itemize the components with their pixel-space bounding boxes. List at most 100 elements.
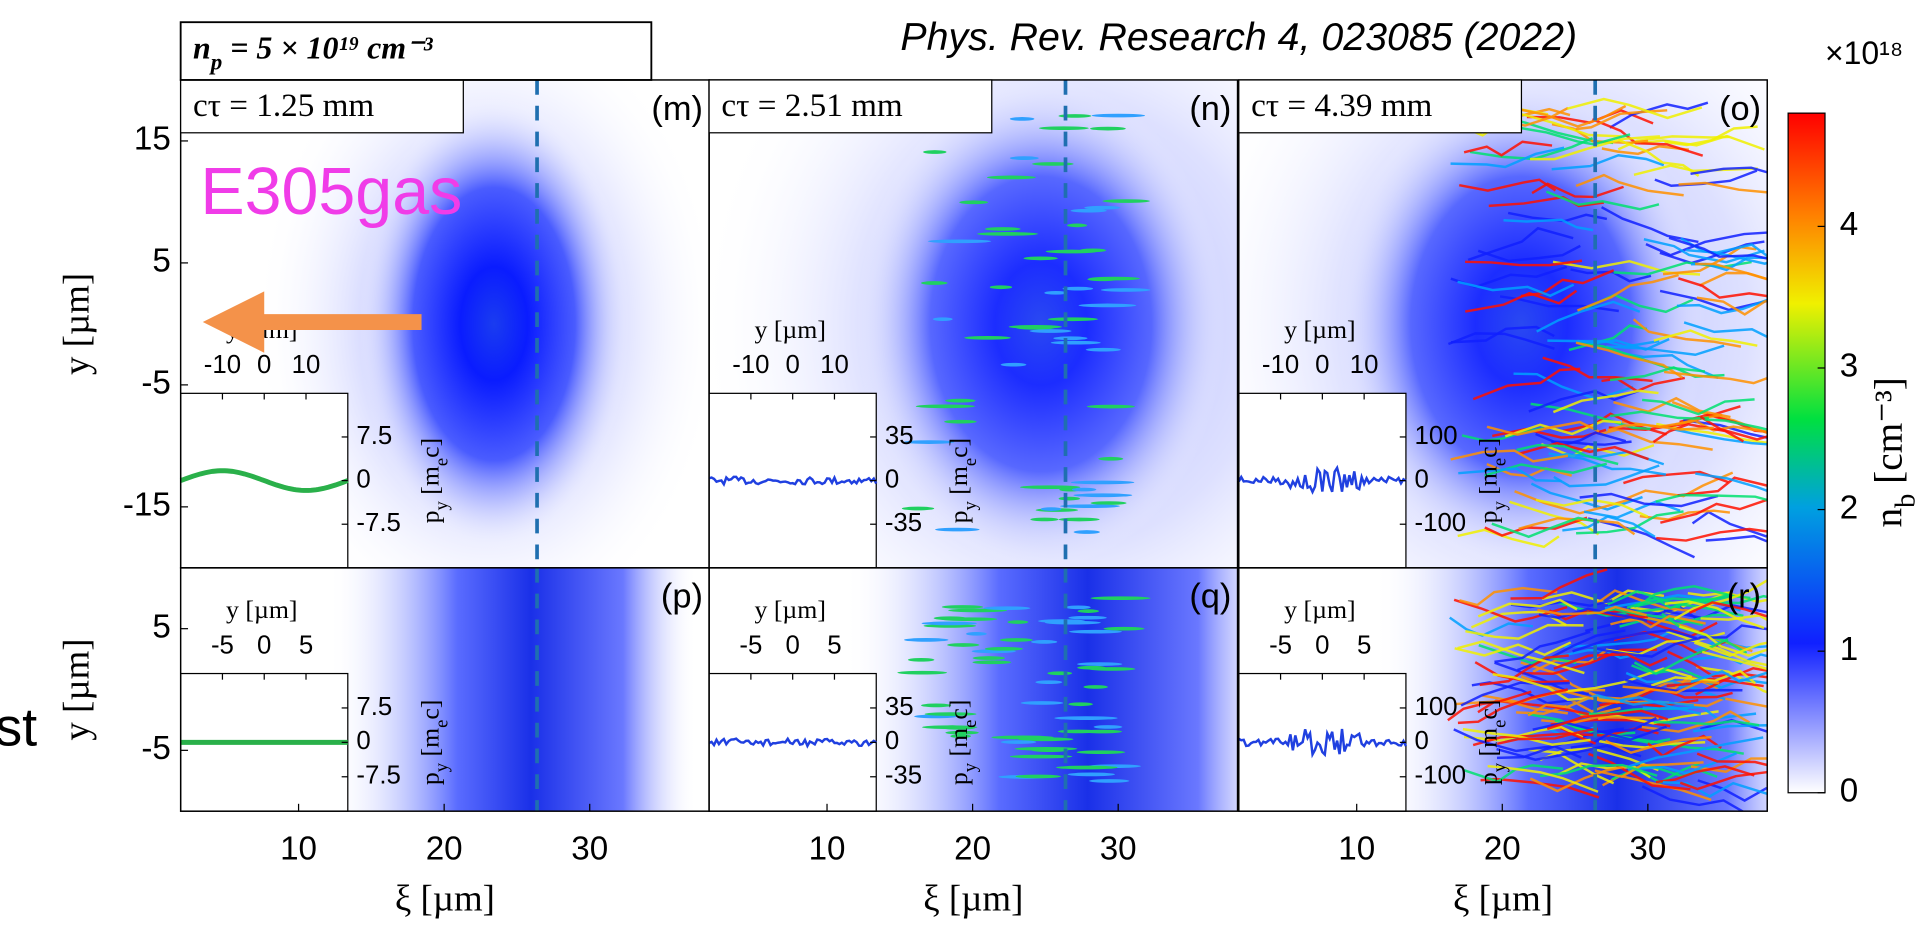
- filament: [1609, 101, 1709, 129]
- density-band: [328, 567, 697, 812]
- filament: [1453, 728, 1582, 759]
- inset-tick-label: 0: [785, 351, 799, 379]
- inset-tick-label: -5: [211, 631, 234, 659]
- streak: [927, 239, 992, 244]
- text-part: p: [1474, 510, 1503, 523]
- text-part: [m: [1474, 466, 1503, 501]
- reference: Phys. Rev. Research 4, 023085 (2022): [900, 15, 1577, 59]
- streak: [1058, 496, 1080, 501]
- streak: [1090, 126, 1126, 131]
- streak: [901, 506, 935, 511]
- streak: [1000, 362, 1027, 367]
- filament: [1699, 415, 1768, 441]
- colorbar-multiplier: ×10¹⁸: [1825, 35, 1903, 71]
- filament: [1576, 273, 1679, 312]
- text-part: e: [1489, 720, 1510, 728]
- filament: [1618, 138, 1700, 177]
- filament: [1662, 245, 1757, 276]
- filament: [1508, 124, 1631, 146]
- streak: [1030, 517, 1059, 522]
- streak: [1014, 746, 1078, 751]
- text-part: e: [960, 458, 981, 466]
- streak: [1103, 626, 1145, 631]
- filament: [1477, 598, 1578, 618]
- streak: [1091, 113, 1146, 118]
- x-tick-label: 30: [1100, 830, 1137, 867]
- filament: [1690, 166, 1768, 176]
- filament: [1540, 763, 1658, 778]
- filament: [1457, 280, 1575, 298]
- text-part: [cm⁻³]: [1867, 377, 1911, 494]
- filament: [1531, 182, 1624, 199]
- filament: [1687, 591, 1768, 604]
- streak: [1031, 162, 1074, 166]
- overlay-label: E305gas: [200, 155, 462, 229]
- streak: [1066, 223, 1088, 228]
- filament: [1552, 389, 1659, 414]
- streak: [1015, 774, 1062, 779]
- inset-tick-label: 0: [1315, 631, 1329, 659]
- filament: [1650, 669, 1756, 687]
- inset-y-label: py [mec]: [1474, 438, 1511, 524]
- streak: [1098, 456, 1124, 461]
- filament: [1450, 449, 1569, 463]
- streak: [915, 404, 975, 409]
- inset-y-label: py [mec]: [944, 700, 981, 786]
- filament: [1538, 607, 1648, 622]
- inset-tick-label: -100: [1415, 762, 1467, 790]
- filament: [1690, 669, 1768, 684]
- filament: [1557, 601, 1681, 617]
- streak: [976, 232, 1039, 236]
- filament: [1653, 719, 1760, 727]
- text-part: y: [960, 762, 981, 772]
- streak: [1009, 754, 1073, 759]
- streak: [1058, 114, 1092, 118]
- streak: [950, 734, 971, 739]
- text-part: e: [960, 720, 981, 728]
- filament: [1496, 727, 1598, 745]
- streak: [972, 656, 1006, 660]
- density-core: [358, 96, 630, 552]
- streak: [959, 200, 989, 205]
- filament: [1699, 624, 1768, 639]
- filament: [1613, 396, 1731, 419]
- streak: [1058, 517, 1100, 522]
- streak: [1054, 716, 1118, 720]
- streak: [1000, 740, 1037, 744]
- streak: [934, 527, 980, 532]
- streak: [1068, 629, 1123, 634]
- streak: [932, 317, 953, 322]
- filament: [1653, 329, 1758, 347]
- streak: [989, 285, 1013, 290]
- filament: [1478, 644, 1577, 665]
- filament: [1683, 419, 1768, 439]
- text-part: y: [1489, 762, 1510, 772]
- filament: [1679, 770, 1768, 791]
- streak: [1045, 249, 1098, 254]
- filament: [1659, 289, 1768, 312]
- filament: [1641, 785, 1745, 812]
- text-part: c]: [944, 700, 973, 720]
- inset-tick-label: -35: [885, 762, 922, 790]
- filament: [1691, 510, 1768, 538]
- filament: [1622, 352, 1719, 379]
- panel-label: (r): [1727, 578, 1761, 616]
- streak: [903, 638, 949, 642]
- text-part: p: [416, 772, 445, 785]
- filament: [1575, 173, 1684, 197]
- filament: [1545, 190, 1660, 211]
- inset-tick-label: 35: [885, 422, 914, 450]
- filament: [1447, 332, 1555, 350]
- inset-tick-label: 0: [1415, 727, 1429, 755]
- filament: [1458, 467, 1562, 483]
- streak: [921, 703, 952, 708]
- filament: [1491, 516, 1600, 539]
- filament: [1465, 623, 1584, 640]
- inset-trace: [1238, 728, 1408, 759]
- inset-x-label: y [µm]: [1284, 315, 1355, 344]
- filament: [1532, 721, 1667, 741]
- filament: [1506, 104, 1627, 128]
- filament: [1678, 625, 1768, 657]
- inset: [1238, 392, 1407, 569]
- filament: [1472, 367, 1581, 401]
